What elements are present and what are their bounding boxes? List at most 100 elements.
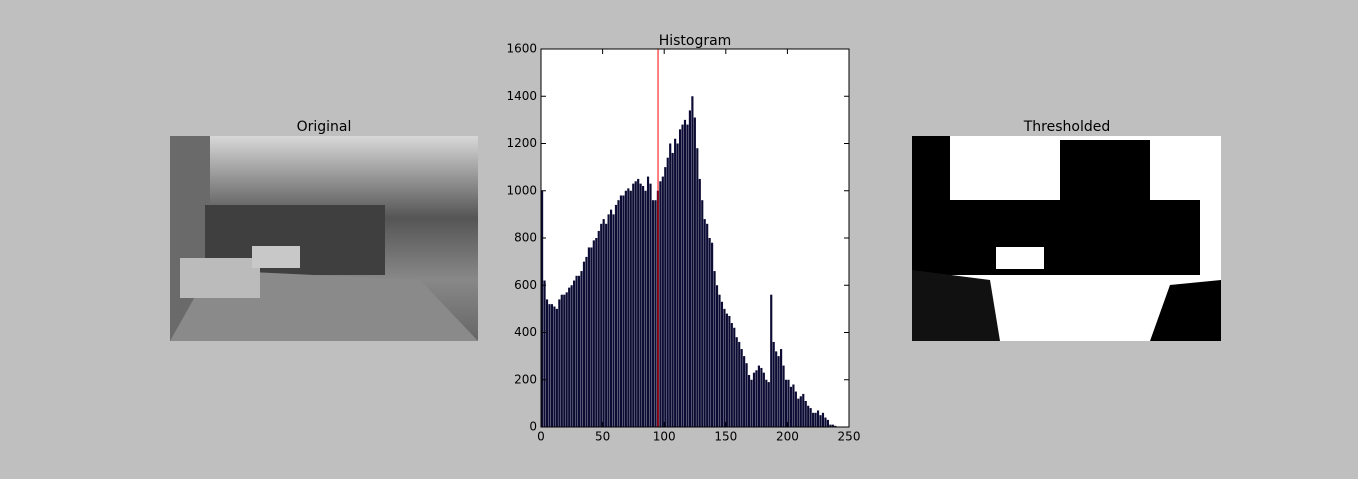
bar bbox=[725, 313, 728, 427]
bar bbox=[740, 349, 743, 427]
bar bbox=[609, 209, 613, 427]
y-tick-label: 1600 bbox=[506, 42, 537, 56]
bar bbox=[792, 384, 795, 427]
bar bbox=[784, 379, 788, 427]
bar bbox=[543, 280, 546, 427]
bar bbox=[550, 304, 554, 427]
bar bbox=[757, 365, 760, 427]
bar bbox=[634, 181, 637, 427]
bar bbox=[600, 223, 603, 427]
bar bbox=[678, 129, 682, 427]
bar bbox=[802, 393, 805, 427]
bar bbox=[595, 238, 598, 427]
bar bbox=[619, 195, 623, 427]
image-title: Thresholded bbox=[1023, 119, 1111, 135]
bar bbox=[622, 195, 625, 427]
bar bbox=[814, 412, 817, 427]
bar bbox=[715, 285, 719, 427]
bar bbox=[738, 341, 741, 427]
bar bbox=[664, 167, 667, 427]
bar bbox=[654, 200, 657, 427]
bar bbox=[597, 230, 600, 427]
bar bbox=[797, 398, 800, 427]
bar bbox=[772, 341, 775, 427]
bar bbox=[627, 188, 630, 427]
bar bbox=[649, 183, 652, 427]
bar bbox=[666, 157, 669, 428]
bar bbox=[582, 261, 586, 427]
bar bbox=[617, 200, 620, 427]
bar bbox=[713, 271, 716, 427]
bar bbox=[570, 285, 573, 427]
bar bbox=[612, 214, 615, 427]
bar bbox=[573, 280, 576, 427]
bar bbox=[681, 124, 684, 427]
x-tick-label: 100 bbox=[653, 430, 676, 444]
bar bbox=[632, 183, 635, 427]
bar bbox=[642, 186, 645, 427]
y-tick-label: 600 bbox=[514, 278, 537, 292]
bar bbox=[553, 306, 556, 427]
bar bbox=[708, 238, 711, 427]
bar bbox=[780, 349, 783, 427]
bar bbox=[683, 119, 687, 427]
bar bbox=[580, 271, 583, 427]
bar bbox=[590, 247, 593, 427]
bar bbox=[575, 275, 578, 427]
bar bbox=[824, 417, 827, 427]
bar bbox=[711, 242, 714, 427]
bar bbox=[674, 138, 677, 427]
bar bbox=[816, 410, 820, 427]
bar bbox=[760, 367, 763, 427]
chart-title: Histogram bbox=[659, 33, 732, 49]
bar bbox=[545, 299, 549, 427]
bar bbox=[782, 365, 785, 427]
bar bbox=[602, 219, 605, 427]
thresholded-image bbox=[912, 136, 1221, 341]
bar bbox=[794, 391, 797, 427]
bar bbox=[605, 223, 608, 427]
x-tick-label: 150 bbox=[714, 430, 737, 444]
bar bbox=[723, 308, 726, 427]
bar bbox=[775, 351, 778, 427]
x-tick-label: 50 bbox=[595, 430, 610, 444]
bar bbox=[563, 294, 566, 427]
bar bbox=[614, 204, 618, 427]
bar bbox=[809, 408, 812, 427]
bar bbox=[624, 190, 627, 427]
bar bbox=[651, 200, 655, 427]
bar bbox=[762, 372, 765, 427]
bar bbox=[728, 315, 731, 427]
bar bbox=[637, 178, 640, 427]
bar bbox=[565, 292, 568, 427]
bar bbox=[607, 214, 610, 427]
image-title: Original bbox=[297, 119, 352, 135]
bar bbox=[765, 379, 768, 427]
bar bbox=[585, 256, 588, 427]
bar bbox=[787, 379, 790, 427]
x-tick-label: 250 bbox=[838, 430, 861, 444]
bar bbox=[541, 190, 544, 427]
bar bbox=[826, 419, 829, 427]
bar bbox=[767, 382, 770, 427]
bar bbox=[669, 143, 672, 427]
bar bbox=[686, 124, 689, 427]
y-tick-label: 800 bbox=[514, 231, 537, 245]
bar bbox=[629, 190, 632, 427]
bar bbox=[696, 148, 699, 427]
bar bbox=[703, 219, 706, 427]
bar bbox=[812, 412, 815, 427]
bar bbox=[735, 337, 738, 427]
bar bbox=[821, 412, 825, 427]
original-image bbox=[170, 136, 478, 341]
bar bbox=[659, 181, 662, 427]
bar bbox=[646, 176, 650, 427]
bar bbox=[747, 375, 751, 427]
bar bbox=[560, 294, 563, 427]
bar bbox=[829, 424, 832, 427]
bar bbox=[555, 308, 558, 427]
bar bbox=[770, 294, 773, 427]
bar bbox=[755, 370, 758, 427]
bar bbox=[698, 178, 701, 427]
